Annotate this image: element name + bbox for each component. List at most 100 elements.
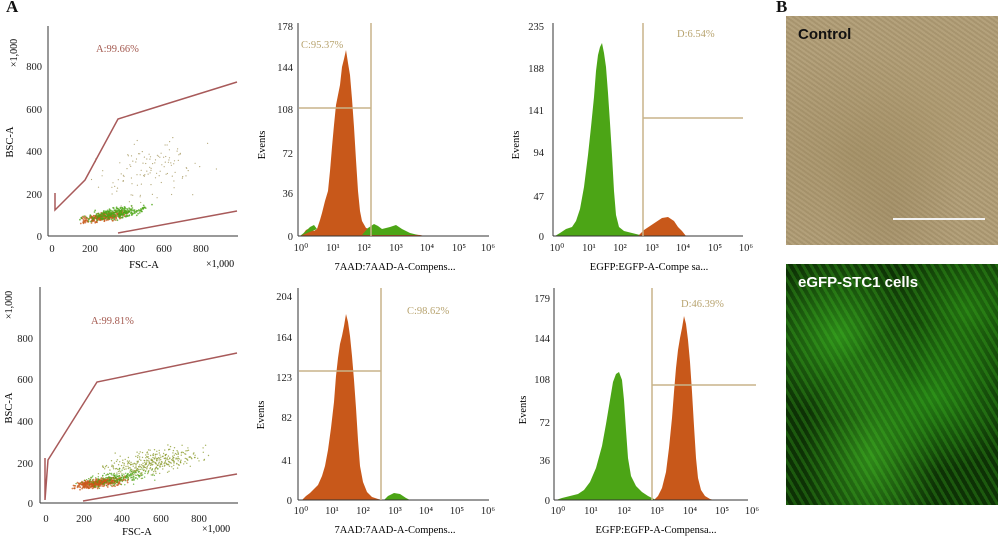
scatter-point xyxy=(177,453,179,455)
scatter-point xyxy=(127,155,129,157)
scatter-point xyxy=(132,465,134,467)
scatter-point xyxy=(139,194,141,196)
x-axis-label: EGFP:EGFP-A-Compensa... xyxy=(595,525,716,536)
scatter-point xyxy=(138,465,140,468)
scatter-point xyxy=(172,455,174,457)
scatter-point xyxy=(139,456,141,458)
scatter-point xyxy=(185,450,187,452)
scatter-point xyxy=(168,461,171,463)
scatter-point xyxy=(106,479,109,482)
scatter-point xyxy=(123,464,125,466)
scatter-point xyxy=(108,476,110,478)
scatter-point xyxy=(133,209,136,211)
gate-label: D:6.54% xyxy=(677,29,715,40)
scatter-point xyxy=(139,174,141,176)
scatter-point xyxy=(135,455,137,458)
scatter-point xyxy=(114,485,116,488)
y-tick: 108 xyxy=(277,105,293,116)
y-tick-labels: 0 200 400 600 800 xyxy=(17,334,33,510)
scatter-point xyxy=(149,464,152,467)
scatter-point xyxy=(144,461,146,464)
scatter-point xyxy=(149,468,151,470)
scatter-point xyxy=(128,210,131,213)
scatter-point xyxy=(89,479,91,481)
scatter-point xyxy=(140,477,143,480)
scatter-point xyxy=(115,460,118,463)
x-tick: 10¹ xyxy=(326,243,340,254)
micrograph-egfp-stc1: eGFP-STC1 cells xyxy=(786,264,998,505)
scatter-point xyxy=(106,477,108,479)
scatter-point xyxy=(115,209,118,212)
y-tick: 400 xyxy=(17,417,33,428)
scatter-point xyxy=(162,455,164,457)
scatter-point xyxy=(79,222,82,225)
scatter-point xyxy=(108,481,110,483)
scatter-point xyxy=(100,477,102,479)
scatter-point xyxy=(142,467,145,469)
scatter-point xyxy=(115,216,118,219)
gate-polygon xyxy=(117,210,238,234)
scatter-point xyxy=(99,482,102,484)
scatter-point xyxy=(168,149,170,151)
scatter-point xyxy=(165,155,167,158)
scatter-point xyxy=(180,462,182,464)
scatter-point xyxy=(130,468,133,471)
x-tick: 10⁶ xyxy=(481,243,496,254)
scatter-point xyxy=(148,460,150,462)
scatter-point xyxy=(106,486,109,488)
scatter-point xyxy=(145,162,147,165)
scatter-point xyxy=(127,463,129,465)
scatter-point xyxy=(166,172,168,175)
histogram-stc1-7aad: C:98.62% 0 41 82 123 164 204 10⁰ 10¹ 10²… xyxy=(256,288,495,536)
scatter-point xyxy=(110,211,113,214)
scatter-point xyxy=(129,164,131,166)
scatter-point xyxy=(173,447,176,449)
x-tick-labels: 10⁰ 10¹ 10² 10³ 10⁴ 10⁵ 10⁶ xyxy=(294,242,496,254)
x-tick: 200 xyxy=(82,244,98,255)
scatter-point xyxy=(148,457,150,460)
scatter-point xyxy=(156,197,158,199)
scatter-point xyxy=(172,452,174,454)
scatter-point xyxy=(113,216,115,219)
scatter-point xyxy=(184,461,186,463)
scatter-point xyxy=(125,214,127,217)
scatter-point xyxy=(169,448,171,450)
scatter-point xyxy=(109,479,111,482)
scatter-point xyxy=(92,475,94,477)
x-tick: 10⁴ xyxy=(683,506,698,517)
scatter-point xyxy=(124,484,126,486)
scatter-point xyxy=(144,472,146,474)
y-tick: 0 xyxy=(539,232,544,243)
x-tick: 10⁰ xyxy=(294,505,310,517)
scatter-plot-control: A:99.66% 0 200 400 600 800 0 200 400 600… xyxy=(5,26,238,271)
x-tick: 10⁰ xyxy=(294,242,310,254)
scatter-point xyxy=(96,219,99,222)
scatter-point xyxy=(167,161,169,163)
y-tick: 600 xyxy=(26,105,42,116)
scatter-point xyxy=(186,450,188,452)
scatter-point xyxy=(168,465,171,467)
y-tick: 600 xyxy=(17,375,33,386)
scatter-point xyxy=(127,465,129,467)
scatter-point xyxy=(152,456,154,459)
y-tick: 47 xyxy=(534,192,545,203)
scale-bar xyxy=(893,218,985,220)
scatter-point xyxy=(71,487,74,490)
scatter-point xyxy=(119,461,121,463)
scatter-point xyxy=(121,469,123,471)
scatter-point xyxy=(166,458,168,460)
scatter-point xyxy=(136,451,138,453)
scatter-point xyxy=(111,465,113,468)
scatter-point xyxy=(94,482,97,485)
y-tick: 0 xyxy=(288,232,293,243)
scatter-point xyxy=(182,176,184,178)
scatter-point xyxy=(140,464,143,466)
scatter-point xyxy=(151,459,153,462)
scatter-point xyxy=(137,475,140,477)
scatter-point xyxy=(96,486,98,488)
scatter-point xyxy=(169,458,171,460)
scatter-point xyxy=(140,459,142,461)
y-tick: 178 xyxy=(277,22,293,33)
scatter-point xyxy=(158,175,160,177)
scatter-point xyxy=(120,464,123,467)
